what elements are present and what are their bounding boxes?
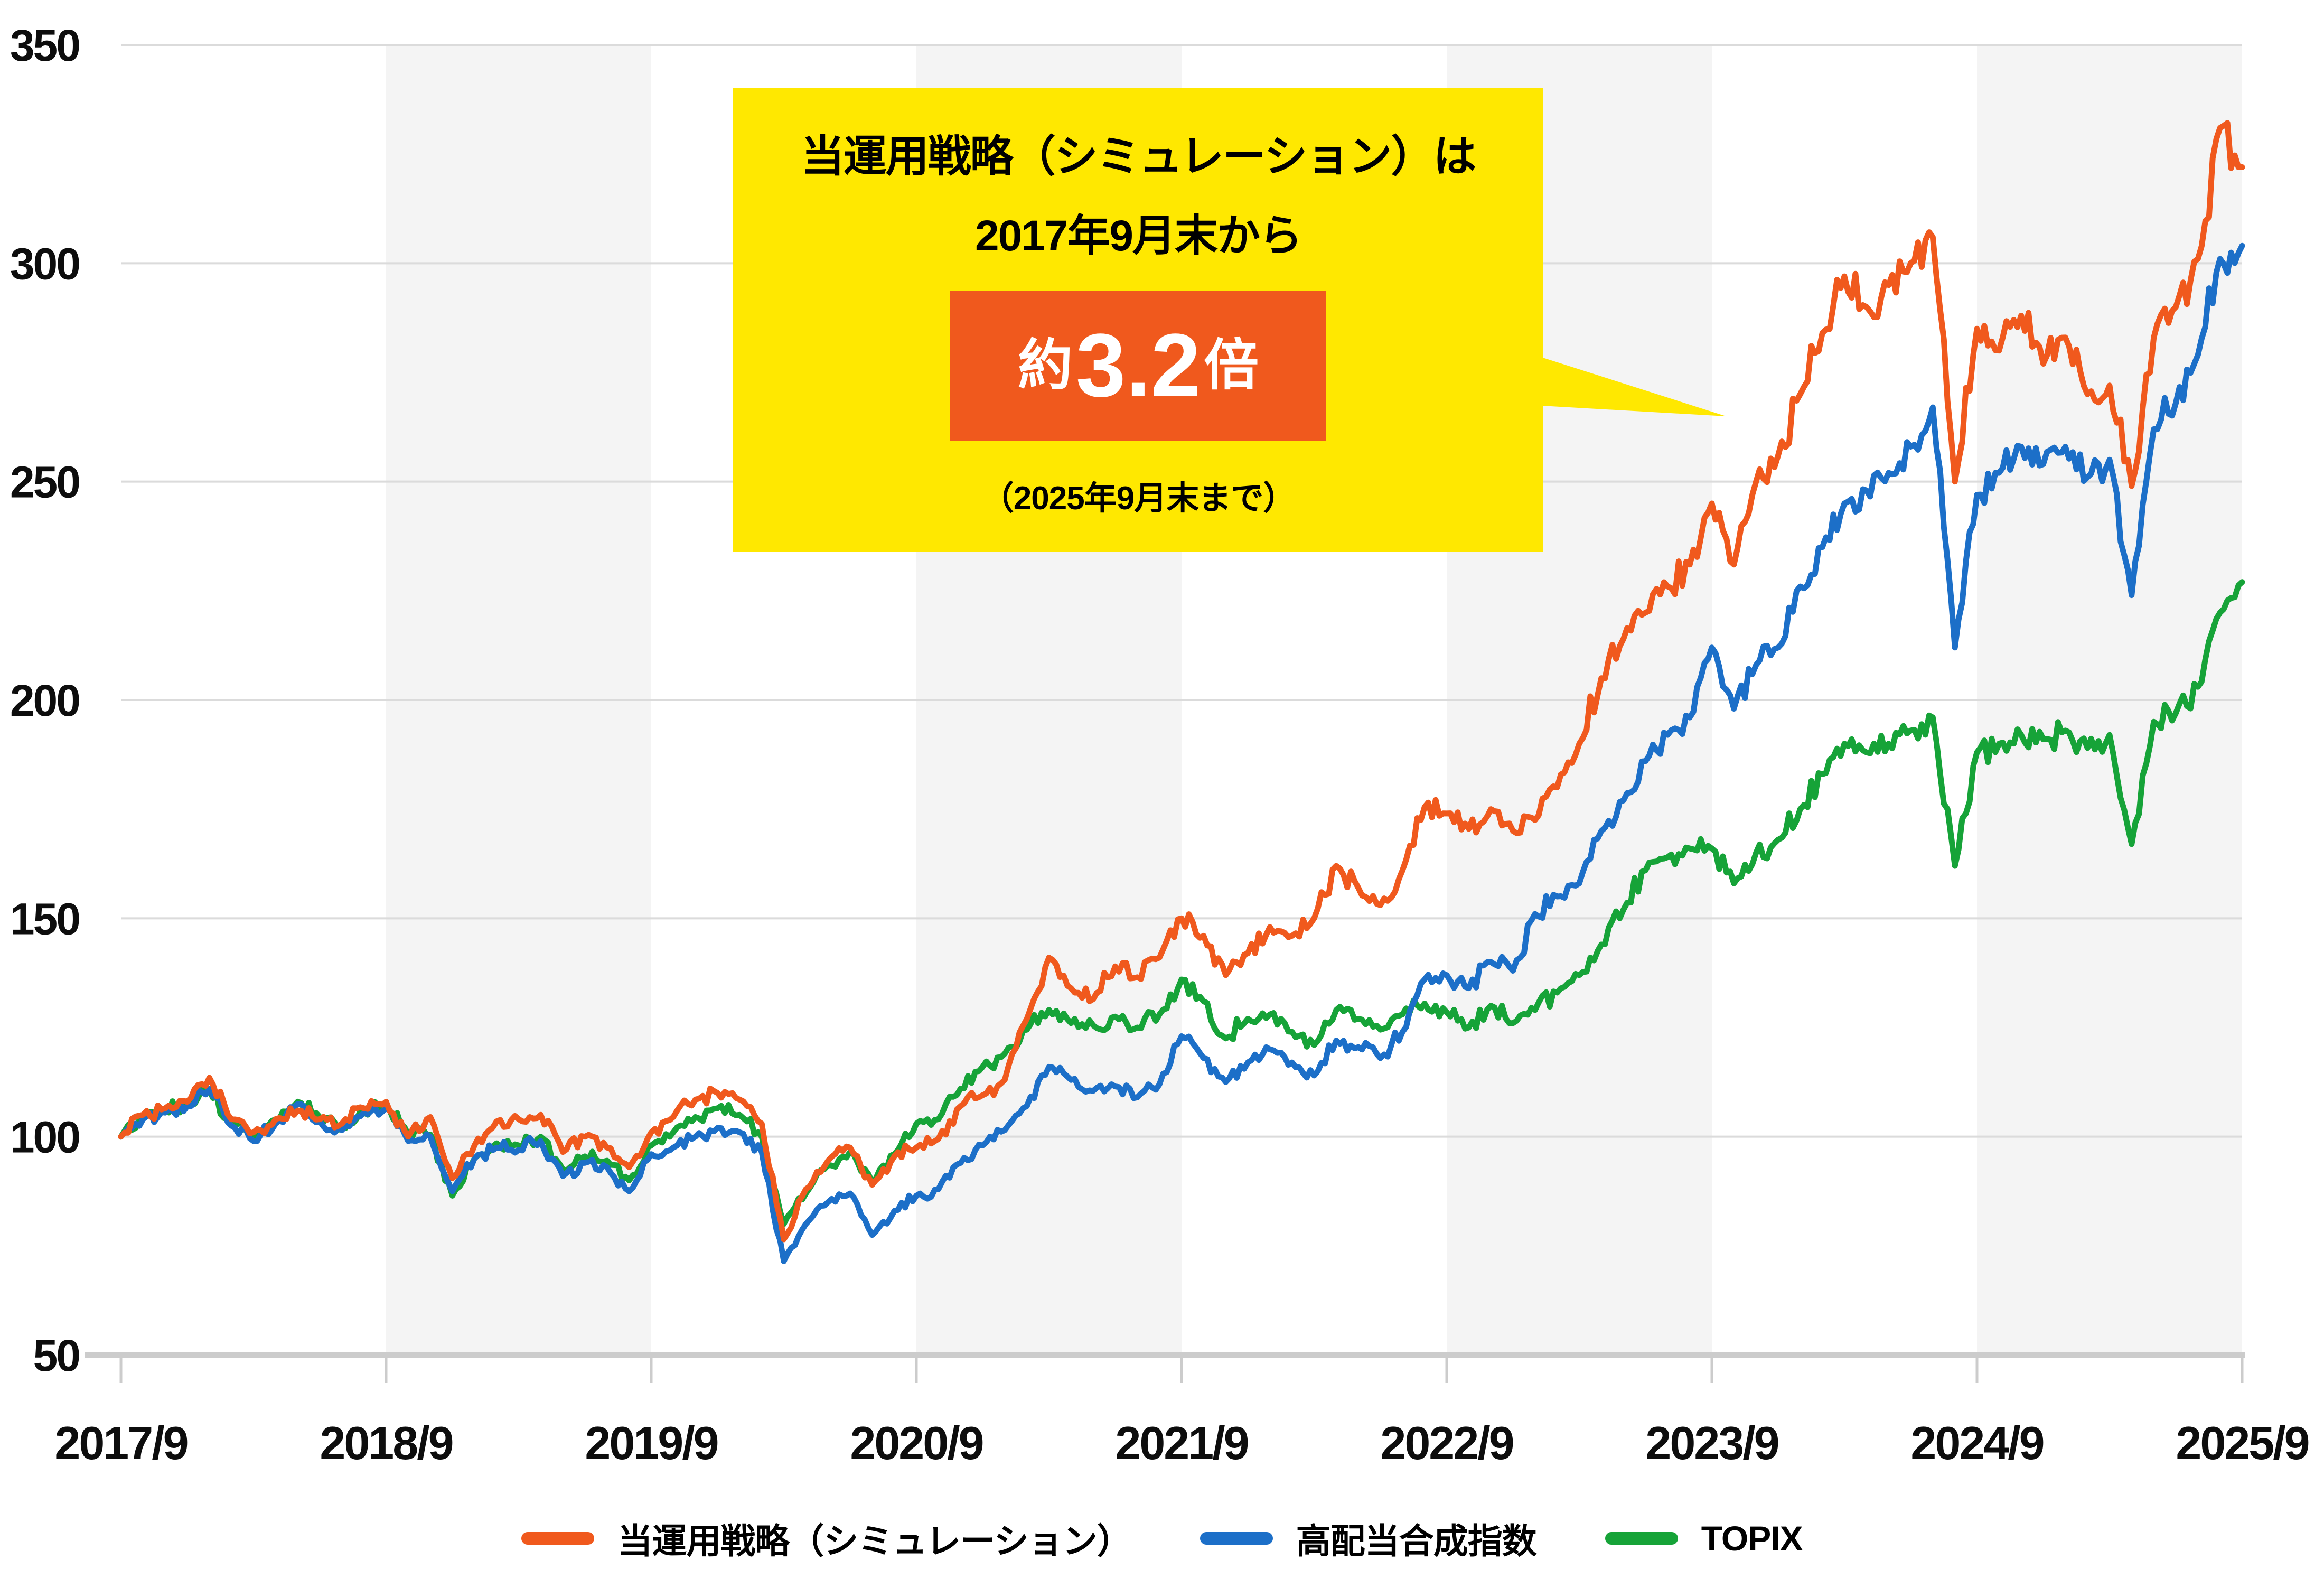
y-axis-label-250: 250 [10,457,79,507]
legend-item-topix: TOPIX [1605,1518,1803,1558]
x-axis-label-2018-9: 2018/9 [320,1417,452,1469]
legend-label: TOPIX [1701,1519,1803,1558]
chart-legend: 当運用戦略（シミュレーション） 高配当合成指数 TOPIX [0,1507,2324,1570]
callout-line2: 2017年9月末から [974,212,1302,260]
series-line-composite [118,242,2245,1264]
x-axis-label-2021-9: 2021/9 [1115,1417,1248,1469]
multiple-value: 3.2 [1075,315,1201,416]
x-axis-label-2025-9: 2025/9 [2176,1417,2308,1469]
legend-swatch [521,1532,595,1545]
callout-line1: 当運用戦略（シミュレーション）は [801,133,1477,181]
callout-pointer [1541,357,1726,416]
y-axis-label-200: 200 [10,676,79,725]
multiple-prefix: 約 [1017,335,1073,396]
legend-label: 当運用戦略（シミュレーション） [617,1521,1131,1561]
callout-box: 当運用戦略（シミュレーション）は 2017年9月末から 約 3.2 倍 （202… [733,88,1543,552]
y-axis-label-150: 150 [10,894,79,944]
x-axis-label-2020-9: 2020/9 [850,1417,982,1469]
y-axis-label-50: 50 [33,1331,80,1380]
legend-item-composite: 高配当合成指数 [1200,1513,1537,1564]
legend-swatch [1605,1532,1678,1545]
x-axis-label-2019-9: 2019/9 [585,1417,717,1469]
legend-item-strategy: 当運用戦略（シミュレーション） [521,1513,1132,1564]
y-axis-label-100: 100 [10,1113,79,1162]
series-line-strategy [118,120,2245,1243]
x-axis-label-2022-9: 2022/9 [1380,1417,1513,1469]
y-axis-label-300: 300 [10,239,79,288]
legend-swatch [1200,1532,1273,1545]
multiple-suffix: 倍 [1204,335,1259,396]
multiple-highlight-badge: 約 3.2 倍 [950,291,1326,441]
y-axis-label-350: 350 [10,21,79,70]
legend-label: 高配当合成指数 [1296,1521,1537,1561]
x-axis-label-2023-9: 2023/9 [1645,1417,1778,1469]
x-axis-label-2024-9: 2024/9 [1910,1417,2043,1469]
x-axis-label-2017-9: 2017/9 [54,1417,187,1469]
callout-note: （2025年9月末まで） [981,480,1296,517]
